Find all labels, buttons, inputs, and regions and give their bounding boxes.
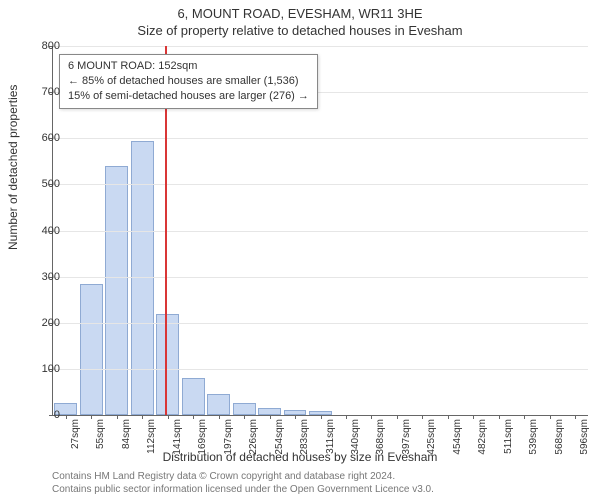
property-tooltip: 6 MOUNT ROAD: 152sqm← 85% of detached ho… [59, 54, 318, 109]
chart-container: 6, MOUNT ROAD, EVESHAM, WR11 3HE Size of… [0, 0, 600, 500]
histogram-bar [182, 378, 205, 415]
gridline [53, 46, 588, 47]
xtick-mark [321, 415, 322, 419]
ytick-label: 600 [20, 132, 60, 144]
xtick-mark [448, 415, 449, 419]
tooltip-line-3: 15% of semi-detached houses are larger (… [68, 89, 309, 104]
histogram-bar [80, 284, 103, 415]
xtick-mark [550, 415, 551, 419]
xtick-mark [244, 415, 245, 419]
xtick-mark [524, 415, 525, 419]
xtick-mark [168, 415, 169, 419]
ytick-label: 800 [20, 40, 60, 52]
ytick-label: 500 [20, 178, 60, 190]
xtick-mark [346, 415, 347, 419]
histogram-bar [233, 403, 256, 415]
xtick-mark [193, 415, 194, 419]
footer-line-2: Contains public sector information licen… [52, 484, 434, 497]
xtick-mark [66, 415, 67, 419]
ytick-label: 300 [20, 271, 60, 283]
histogram-bar [258, 408, 281, 415]
ytick-label: 200 [20, 317, 60, 329]
footer-line-1: Contains HM Land Registry data © Crown c… [52, 471, 434, 484]
xtick-mark [91, 415, 92, 419]
footer-attribution: Contains HM Land Registry data © Crown c… [52, 471, 434, 496]
xtick-mark [295, 415, 296, 419]
y-axis-label: Number of detached properties [6, 85, 20, 250]
xtick-label: 55sqm [95, 419, 106, 449]
xtick-mark [473, 415, 474, 419]
chart-subtitle: Size of property relative to detached ho… [0, 23, 600, 40]
xtick-mark [270, 415, 271, 419]
gridline [53, 323, 588, 324]
xtick-label: 511sqm [503, 419, 514, 454]
histogram-bar [207, 394, 230, 415]
histogram-bar [105, 166, 128, 415]
ytick-label: 0 [20, 409, 60, 421]
xtick-mark [397, 415, 398, 419]
xtick-label: 112sqm [146, 419, 157, 454]
gridline [53, 277, 588, 278]
chart-title: 6, MOUNT ROAD, EVESHAM, WR11 3HE [0, 0, 600, 23]
histogram-bar [156, 314, 179, 415]
tooltip-line-1: 6 MOUNT ROAD: 152sqm [68, 59, 309, 74]
plot-area: 27sqm55sqm84sqm112sqm141sqm169sqm197sqm2… [52, 46, 588, 416]
xtick-mark [575, 415, 576, 419]
gridline [53, 138, 588, 139]
gridline [53, 231, 588, 232]
xtick-label: 84sqm [121, 419, 132, 449]
gridline [53, 369, 588, 370]
ytick-label: 400 [20, 225, 60, 237]
histogram-bar [131, 141, 154, 415]
tooltip-line-2: ← 85% of detached houses are smaller (1,… [68, 74, 309, 89]
xtick-mark [142, 415, 143, 419]
gridline [53, 184, 588, 185]
xtick-mark [219, 415, 220, 419]
ytick-label: 700 [20, 86, 60, 98]
x-axis-label: Distribution of detached houses by size … [0, 450, 600, 464]
xtick-mark [117, 415, 118, 419]
xtick-label: 311sqm [325, 419, 336, 454]
xtick-mark [422, 415, 423, 419]
xtick-mark [499, 415, 500, 419]
ytick-label: 100 [20, 363, 60, 375]
xtick-label: 27sqm [70, 419, 81, 449]
xtick-mark [371, 415, 372, 419]
